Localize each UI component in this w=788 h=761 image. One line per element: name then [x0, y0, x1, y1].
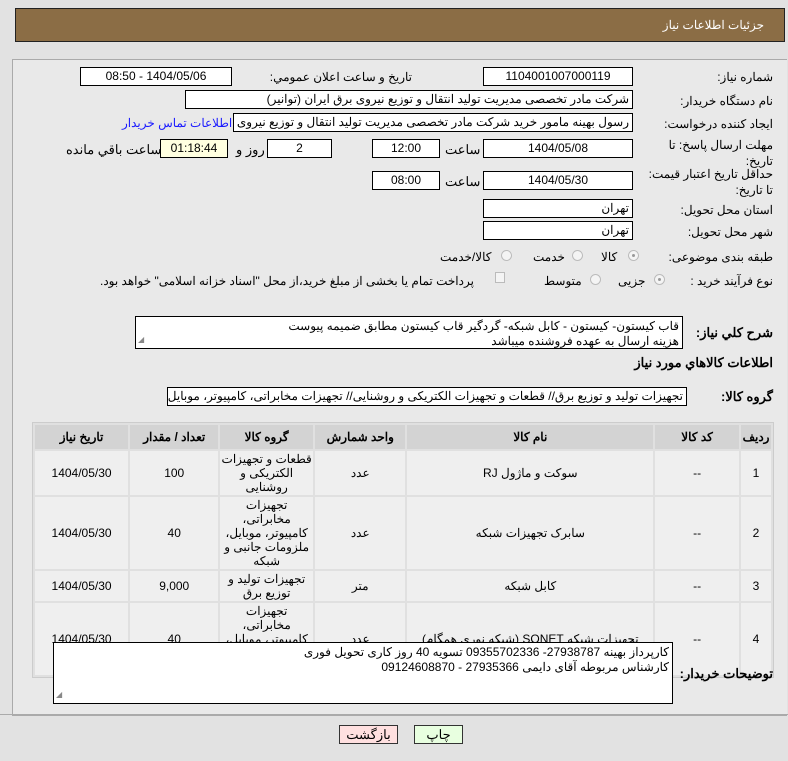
- cell-group: تجهیزات تولید و توزیع برق: [220, 571, 313, 601]
- col-qty: تعداد / مقدار: [130, 425, 219, 449]
- cell-date: 1404/05/30: [35, 451, 129, 495]
- print-button[interactable]: چاپ: [414, 725, 463, 744]
- page-header: جزئیات اطلاعات نیاز: [15, 8, 785, 42]
- creator-label: ایجاد کننده درخواست:: [664, 117, 773, 131]
- cell-group: قطعات و تجهیزات الکتریکی و روشنایی: [220, 451, 313, 495]
- cell-row: 3: [741, 571, 771, 601]
- table-row[interactable]: 1 -- سوکت و ماژول RJ عدد قطعات و تجهیزات الک…: [35, 451, 771, 495]
- city-label: شهر محل تحویل:: [687, 225, 773, 239]
- process-radio-minor[interactable]: [654, 274, 665, 285]
- announce-field[interactable]: 1404/05/06 - 08:50: [80, 67, 232, 86]
- remarks-textarea[interactable]: کارپرداز بهینه 27938787- 09355702336 تسو…: [53, 642, 673, 704]
- cell-qty: 9,000: [130, 571, 219, 601]
- col-date: تاریخ نیاز: [35, 425, 129, 449]
- resize-grip-icon[interactable]: ◢: [138, 335, 145, 344]
- validity-time-label: ساعت: [445, 174, 481, 189]
- deadline-time-field[interactable]: 12:00: [372, 139, 440, 158]
- category-label: طبقه بندی موضوعی:: [668, 250, 773, 264]
- items-section-title: اطلاعات کالاهاي مورد نیاز: [634, 355, 773, 370]
- col-unit: واحد شمارش: [314, 425, 406, 449]
- validity-date-field[interactable]: 1404/05/30: [483, 171, 633, 190]
- divider: [0, 714, 788, 715]
- category-option-service: خدمت: [533, 250, 565, 264]
- days-field[interactable]: 2: [267, 139, 332, 158]
- back-button[interactable]: بازگشت: [339, 725, 398, 744]
- category-radio-both[interactable]: [501, 250, 512, 261]
- cell-unit: عدد: [314, 451, 406, 495]
- cell-date: 1404/05/30: [35, 497, 129, 569]
- deadline-time-label: ساعت: [445, 142, 481, 157]
- need-number-field[interactable]: 1104001007000119: [483, 67, 633, 86]
- col-name: نام کالا: [407, 425, 654, 449]
- table-header-row: ردیف کد کالا نام کالا واحد شمارش گروه کا…: [35, 425, 771, 449]
- remarks-line: کارپرداز بهینه 27938787- 09355702336 تسو…: [303, 645, 669, 659]
- cell-unit: متر: [314, 571, 406, 601]
- process-option-medium: متوسط: [544, 274, 582, 288]
- validity-label: حداقل تاریخ اعتبار قیمت: تا تاریخ:: [648, 167, 773, 197]
- remaining-label: ساعت باقي مانده: [66, 142, 162, 157]
- cell-code: --: [655, 451, 740, 495]
- cell-row: 4: [741, 603, 771, 675]
- page-title: جزئیات اطلاعات نیاز: [662, 18, 764, 32]
- buyer-field[interactable]: شرکت مادر تخصصی مدیریت تولید انتقال و تو…: [185, 90, 633, 109]
- process-label: نوع فرآیند خرید :: [690, 274, 773, 288]
- cell-date: 1404/05/30: [35, 571, 129, 601]
- group-field[interactable]: تجهیزات تولید و توزیع برق// قطعات و تجهی…: [167, 387, 687, 406]
- col-group: گروه کالا: [220, 425, 313, 449]
- cell-code: --: [655, 497, 740, 569]
- category-option-goods: کالا: [601, 250, 618, 264]
- cell-qty: 40: [130, 497, 219, 569]
- province-label: استان محل تحویل:: [680, 203, 773, 217]
- description-label: شرح کلي نیاز:: [695, 325, 773, 340]
- table-row[interactable]: 2 -- سابرک تجهیزات شبکه عدد تجهیزات مخابراتی…: [35, 497, 771, 569]
- deadline-label: مهلت ارسال پاسخ: تا تاریخ:: [668, 138, 773, 168]
- announce-label: تاریخ و ساعت اعلان عمومي:: [269, 70, 412, 84]
- cell-name: کابل شبکه: [407, 571, 654, 601]
- cell-row: 1: [741, 451, 771, 495]
- cell-group: تجهیزات مخابراتی، کامپیوتر، موبایل، ملزو…: [220, 497, 313, 569]
- process-option-minor: جزیی: [618, 274, 646, 288]
- cell-name: سابرک تجهیزات شبکه: [407, 497, 654, 569]
- col-row: ردیف: [741, 425, 771, 449]
- items-table: ردیف کد کالا نام کالا واحد شمارش گروه کا…: [32, 422, 774, 678]
- cell-unit: عدد: [314, 497, 406, 569]
- creator-field[interactable]: رسول بهینه مامور خرید شرکت مادر تخصصی مد…: [233, 113, 633, 132]
- need-number-label: شماره نیاز:: [717, 70, 773, 84]
- city-field[interactable]: تهران: [483, 221, 633, 240]
- table-row[interactable]: 3 -- کابل شبکه متر تجهیزات تولید و توزیع برق…: [35, 571, 771, 601]
- cell-row: 2: [741, 497, 771, 569]
- province-field[interactable]: تهران: [483, 199, 633, 218]
- buyer-contact-link[interactable]: اطلاعات تماس خریدار: [122, 116, 233, 130]
- buyer-label: نام دستگاه خریدار:: [680, 94, 773, 108]
- process-radio-medium[interactable]: [590, 274, 601, 285]
- cell-code: --: [655, 571, 740, 601]
- payment-note: پرداخت تمام یا بخشی از مبلغ خرید،از محل …: [100, 274, 474, 288]
- validity-time-field[interactable]: 08:00: [372, 171, 440, 190]
- cell-name: سوکت و ماژول RJ: [407, 451, 654, 495]
- group-label: گروه کالا:: [721, 389, 773, 404]
- deadline-date-field[interactable]: 1404/05/08: [483, 139, 633, 158]
- description-textarea[interactable]: قاب کیستون- کیستون - کابل شبکه- گردگیر ق…: [135, 316, 683, 349]
- cell-qty: 100: [130, 451, 219, 495]
- category-radio-goods[interactable]: [628, 250, 639, 261]
- treasury-payment-checkbox[interactable]: [495, 272, 505, 283]
- resize-grip-icon[interactable]: ◢: [56, 690, 63, 699]
- days-label: روز و: [236, 142, 265, 157]
- remaining-time-field: 01:18:44: [160, 139, 228, 158]
- description-line: هزینه ارسال به عهده فروشنده میباشد: [491, 334, 679, 348]
- category-radio-service[interactable]: [572, 250, 583, 261]
- description-line: قاب کیستون- کیستون - کابل شبکه- گردگیر ق…: [288, 319, 679, 333]
- category-option-both: کالا/خدمت: [440, 250, 492, 264]
- remarks-label: توضیحات خریدار:: [679, 666, 773, 681]
- col-code: کد کالا: [655, 425, 740, 449]
- remarks-line: کارشناس مربوطه آقای دایمی 27935366 - 091…: [381, 660, 669, 674]
